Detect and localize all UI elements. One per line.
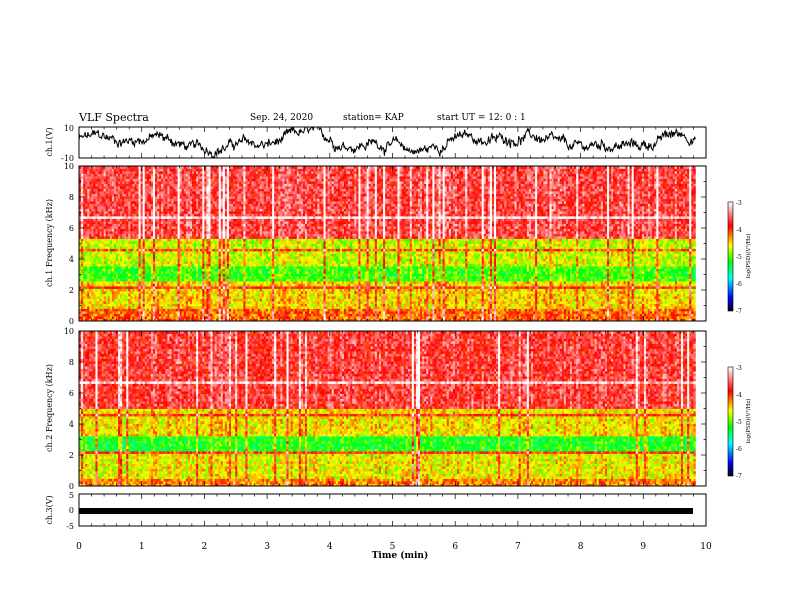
panel-ch2-spectrogram: 0 2 4 6 8 10 ch.2 Frequency (kHz) -3 -4 … [45,327,752,491]
ch2-freq-tick-6: 6 [69,389,74,398]
ch2-cb-tick-m3: -3 [736,365,742,372]
ch2-freq-tick-8: 8 [69,358,74,367]
time-tick-6: 6 [452,542,458,552]
time-tick-10: 10 [700,542,712,552]
station-label: station= KAP [343,113,404,123]
ch1-ytick-top: 10 [64,124,74,133]
ch2-cb-tick-m7: -7 [736,473,742,480]
ch1-freq-tick-10: 10 [64,162,74,171]
figure-title: VLF Spectra [79,111,149,124]
ch2-colorbar [727,366,734,477]
ch3-waveform-band [79,508,693,514]
time-tick-2: 2 [202,542,208,552]
ch3-ytick-top: 5 [69,491,74,500]
ch1-freq-tick-4: 4 [69,255,74,264]
ch1-waveform-line [79,127,696,158]
ch1-cb-tick-m7: -7 [736,308,742,315]
ch1-freq-tick-0: 0 [69,317,74,326]
ch2-freq-tick-2: 2 [69,451,74,460]
ch3-waveform-ticks [78,494,707,526]
time-tick-3: 3 [264,542,270,552]
ch1-ylabel: ch.1(V) [45,127,54,156]
time-axis-tick-labels: 0 1 2 3 4 5 6 7 8 9 10 [76,542,712,552]
time-tick-7: 7 [515,542,521,552]
ch2-cb-tick-m5: -5 [736,419,742,426]
ch2-spectrogram-ticks [78,330,707,487]
panel-ch3-waveform: 5 0 -5 ch.3(V) [45,491,707,531]
time-axis-label: Time (min) [372,550,429,561]
date-label: Sep. 24, 2020 [250,113,313,123]
time-tick-4: 4 [327,542,333,552]
ch2-freq-tick-10: 10 [64,327,74,336]
ch1-cb-tick-m5: -5 [736,254,742,261]
ch3-ylabel: ch.3(V) [45,495,54,524]
ch1-freq-tick-2: 2 [69,286,74,295]
ch1-freq-tick-6: 6 [69,224,74,233]
ch2-freq-ticks: 0 2 4 6 8 10 [64,327,74,491]
ch2-freq-tick-0: 0 [69,482,74,491]
ch1-cb-tick-m6: -6 [736,281,742,288]
time-tick-0: 0 [76,542,82,552]
ch2-freq-tick-4: 4 [69,420,74,429]
ch1-ytick-bottom: -10 [61,154,74,163]
ch1-freq-ylabel: ch.1 Frequency (kHz) [45,199,54,287]
ch3-ytick-bottom: -5 [66,522,74,531]
ch1-waveform-ticks [78,127,707,158]
ch1-cb-tick-m4: -4 [736,227,742,234]
ch1-cb-tick-m3: -3 [736,200,742,207]
ch3-ytick-mid: 0 [69,506,74,515]
ch2-spectrogram-cells [79,331,696,487]
time-tick-8: 8 [578,542,584,552]
time-tick-9: 9 [640,542,646,552]
ch2-cb-tick-m6: -6 [736,446,742,453]
panel-ch1-spectrogram: 0 2 4 6 8 10 ch.1 Frequency (kHz) -3 -4 … [45,162,752,326]
ch1-colorbar [727,201,734,312]
time-tick-5: 5 [390,542,396,552]
ch2-cb-tick-m4: -4 [736,392,742,399]
ch1-spectrogram-ticks [78,165,707,322]
time-tick-1: 1 [139,542,145,552]
ch2-colorbar-label: log(PSD)(V²/Hz) [745,399,752,444]
ch2-freq-ylabel: ch.2 Frequency (kHz) [45,364,54,452]
ch1-freq-ticks: 0 2 4 6 8 10 [64,162,74,326]
start-time-label: start UT = 12: 0 : 1 [437,113,526,123]
ch1-colorbar-label: log(PSD)(V²/Hz) [745,234,752,279]
panel-ch1-waveform: 10 -10 ch.1(V) [45,124,707,163]
ch1-freq-tick-8: 8 [69,193,74,202]
ch1-spectrogram-cells [79,166,696,322]
